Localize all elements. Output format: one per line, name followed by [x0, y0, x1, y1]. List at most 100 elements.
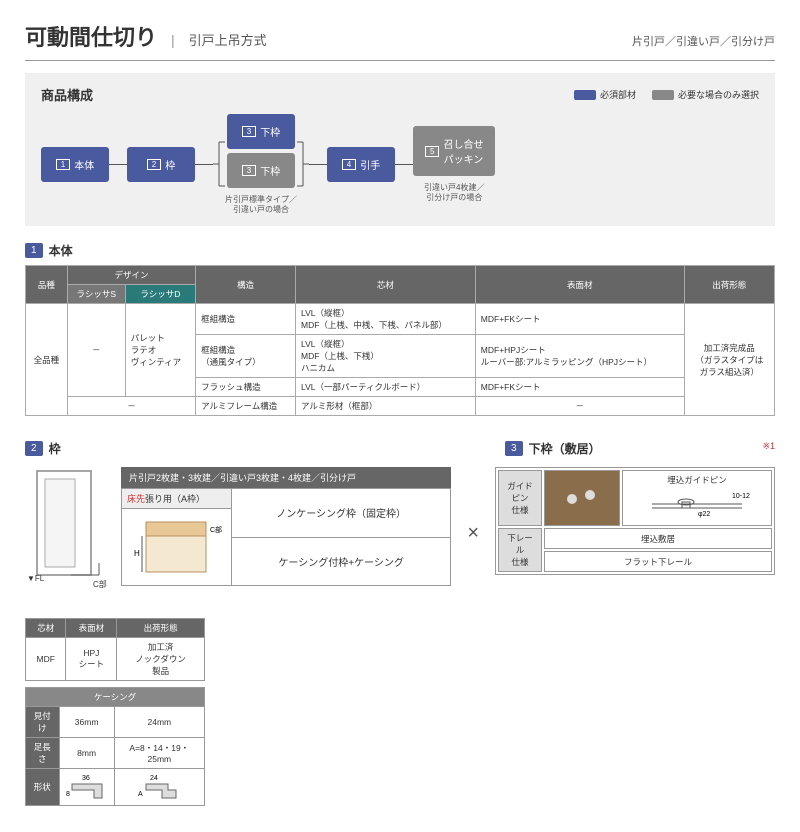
door-diagram: C部 ▼FL	[25, 467, 115, 600]
main-title: 可動間仕切り	[25, 20, 157, 52]
svg-text:A: A	[138, 791, 143, 798]
config-legend: 必須部材 必要な場合のみ選択	[574, 88, 759, 101]
svg-text:24: 24	[150, 775, 158, 782]
floor-hdr-red: 床先	[127, 494, 145, 504]
svg-text:C部: C部	[210, 525, 222, 534]
th-design: デザイン	[67, 266, 195, 285]
td: MDF+FKシート	[475, 304, 684, 335]
svg-text:10-12: 10-12	[732, 493, 750, 500]
frame-banner: 片引戸2枚建・3枚建／引違い戸3枚建・4枚建／引分け戸	[121, 467, 451, 488]
th-surface: 表面材	[475, 266, 684, 304]
rail-v2: フラット下レール	[544, 551, 772, 572]
flow-node-1: 1本体	[41, 147, 109, 182]
section-3-note: ※1	[762, 441, 775, 452]
flow-node-2: 2枠	[127, 147, 195, 182]
st1-v2: HPJ シート	[66, 638, 117, 681]
td-design-d: パレット ラテオ ヴィンティア	[125, 304, 195, 397]
section-3-num: 3	[505, 441, 523, 456]
legend-optional-swatch	[652, 90, 674, 100]
section-1-num: 1	[25, 243, 43, 258]
section-1-header: 1 本体	[25, 242, 775, 259]
flow-diagram: 1本体 2枠 3下枠 3下枠 片引戸標準タイプ／ 引違い戸の場合 4引手 5召し…	[41, 114, 759, 214]
header-types: 片引戸／引違い戸／引分け戸	[632, 33, 775, 49]
page-header: 可動間仕切り | 引戸上吊方式 片引戸／引違い戸／引分け戸	[25, 20, 775, 61]
td: －	[475, 397, 684, 416]
legend-required-label: 必須部材	[600, 88, 636, 101]
product-config-box: 商品構成 必須部材 必要な場合のみ選択 1本体 2枠 3下枠 3下枠 片引戸標準…	[25, 73, 775, 226]
rail-h1: ガイドピン 仕様	[498, 470, 542, 526]
svg-text:C部: C部	[93, 579, 107, 589]
flow-note-3: 片引戸標準タイプ／ 引違い戸の場合	[225, 195, 297, 214]
section-1-title: 本体	[49, 242, 73, 259]
bracket-close-icon	[297, 136, 309, 192]
frame-grid: 床先張り用（A枠） C部 H ノンケーシング枠（固定枠） ケーシング付枠+ケーシ…	[121, 488, 451, 586]
st2-r2v1: 8mm	[59, 738, 114, 769]
td: LVL（縦框） MDF（上桟、中桟、下桟、パネル部）	[296, 304, 476, 335]
td: LVL（縦框） MDF（上桟、下桟） ハニカム	[296, 335, 476, 378]
st1-v3: 加工済 ノックダウン 製品	[117, 638, 205, 681]
st2-r1l: 見付け	[26, 707, 60, 738]
st1-h2: 表面材	[66, 619, 117, 638]
spec-table-1: 品種 デザイン 構造 芯材 表面材 出荷形態 ラシッサS ラシッサD 全品種 －…	[25, 265, 775, 416]
multiply-icon: ×	[457, 522, 489, 545]
st2-r1v2: 24mm	[114, 707, 204, 738]
st1-h1: 芯材	[26, 619, 66, 638]
title-separator: |	[171, 32, 175, 48]
td: アルミ形材（框部）	[296, 397, 476, 416]
small-tables: 芯材 表面材 出荷形態 MDF HPJ シート 加工済 ノックダウン 製品 ケー…	[25, 618, 205, 806]
rail-h2: 下レール 仕様	[498, 528, 542, 572]
bracket-icon	[213, 136, 225, 192]
th-ship: 出荷形態	[684, 266, 774, 304]
st2-r2v2: A=8・14・19・25mm	[114, 738, 204, 769]
flow-node-5: 5召し合せ パッキン	[413, 126, 495, 176]
td: アルミフレーム構造	[196, 397, 296, 416]
svg-text:8: 8	[66, 791, 70, 798]
guide-pin-diagram: φ22 10-12	[642, 486, 752, 520]
frame-opt-1: ノンケーシング枠（固定枠）	[232, 489, 450, 538]
th-design-s: ラシッサS	[67, 285, 125, 304]
legend-required-swatch	[574, 90, 596, 100]
td: フラッシュ構造	[196, 378, 296, 397]
floor-hdr: 張り用（A枠）	[145, 494, 205, 504]
th-core: 芯材	[296, 266, 476, 304]
section-3-header: 3 下枠（敷居）	[505, 440, 601, 457]
st2-r3l: 形状	[26, 769, 60, 806]
rail-photo	[544, 470, 620, 526]
st1-v1: MDF	[26, 638, 66, 681]
section-2-num: 2	[25, 441, 43, 456]
flow-node-3a: 3下枠	[227, 114, 295, 149]
shape-1: 36 8	[59, 769, 114, 806]
config-title: 商品構成	[41, 85, 93, 104]
subtitle: 引戸上吊方式	[189, 30, 267, 49]
section-3-title: 下枠（敷居）	[529, 440, 601, 457]
frame-opt-2: ケーシング付枠+ケーシング	[232, 538, 450, 586]
td: MDF+FKシート	[475, 378, 684, 397]
st1-h3: 出荷形態	[117, 619, 205, 638]
svg-text:▼FL: ▼FL	[27, 574, 45, 583]
rail-table: ガイドピン 仕様 埋込ガイドピン φ22 10-12	[495, 467, 775, 575]
th-product: 品種	[26, 266, 68, 304]
td: 框組構造 （通風タイプ）	[196, 335, 296, 378]
svg-text:H: H	[134, 549, 140, 558]
section-2-title: 枠	[49, 440, 61, 457]
td: －	[67, 397, 195, 416]
flow-node-4: 4引手	[327, 147, 395, 182]
td: MDF+HPJシート ルーバー部:アルミラッピング（HPJシート）	[475, 335, 684, 378]
st2-r1v1: 36mm	[59, 707, 114, 738]
th-struct: 構造	[196, 266, 296, 304]
frame-cross-diagram: C部 H	[122, 509, 231, 585]
rail-v1: 埋込敷居	[544, 528, 772, 549]
svg-text:36: 36	[82, 775, 90, 782]
flow-node-3b: 3下枠	[227, 153, 295, 188]
th-design-d: ラシッサD	[125, 285, 195, 304]
st2-r2l: 足長さ	[26, 738, 60, 769]
section-2-header: 2 枠	[25, 440, 445, 457]
td-design-s: －	[67, 304, 125, 397]
td-product: 全品種	[26, 304, 68, 416]
flow-note-5: 引違い戸4枚建／ 引分け戸の場合	[424, 183, 484, 202]
shape-2: 24 A	[114, 769, 204, 806]
svg-text:φ22: φ22	[698, 511, 710, 518]
td: LVL（一部パーティクルボード）	[296, 378, 476, 397]
legend-optional-label: 必要な場合のみ選択	[678, 88, 759, 101]
rail-guide-label: 埋込ガイドピン φ22 10-12	[622, 470, 772, 526]
